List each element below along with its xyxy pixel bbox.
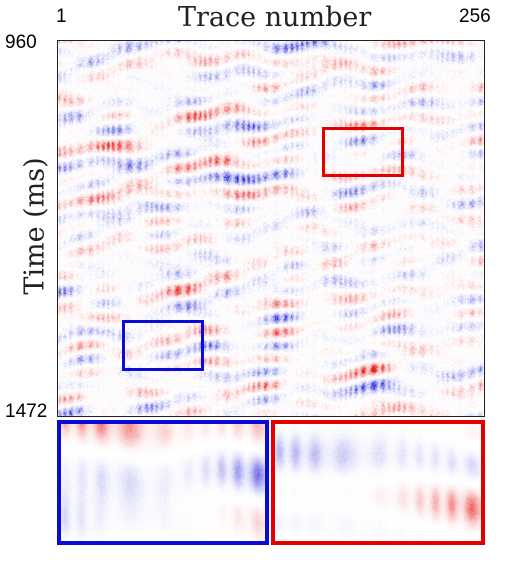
y-tick-end: 1472 bbox=[5, 401, 48, 422]
seismic-section bbox=[57, 40, 485, 417]
y-axis-title: Time (ms) bbox=[19, 157, 51, 295]
red-zoom-inset bbox=[271, 420, 485, 545]
x-tick-end: 256 bbox=[459, 6, 491, 27]
seismic-image bbox=[58, 41, 484, 416]
blue-roi-box bbox=[122, 320, 204, 371]
red-zoom-image bbox=[275, 424, 481, 541]
x-tick-start: 1 bbox=[56, 6, 67, 27]
blue-zoom-image bbox=[61, 424, 265, 541]
x-axis-title: Trace number bbox=[178, 2, 372, 33]
blue-zoom-inset bbox=[57, 420, 269, 545]
y-tick-start: 960 bbox=[5, 32, 37, 53]
red-roi-box bbox=[322, 127, 404, 177]
